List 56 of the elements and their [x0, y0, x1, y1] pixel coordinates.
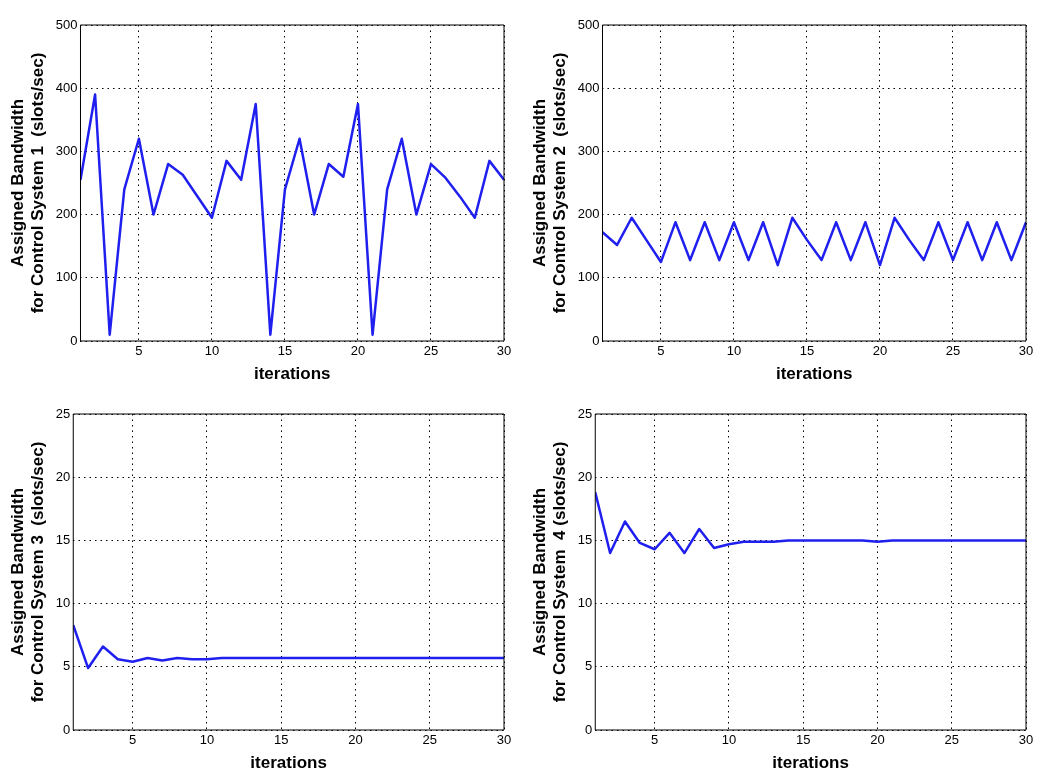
x-tick-label: 10	[199, 732, 215, 748]
y-tick-label: 0	[585, 721, 593, 737]
x-axis-title: iterations	[772, 753, 849, 773]
x-tick-label: 10	[204, 343, 220, 359]
x-tick-label: 25	[422, 732, 437, 748]
y-tick-label: 500	[55, 16, 78, 32]
y-tick-label: 15	[577, 531, 593, 547]
y-tick-label: 25	[55, 405, 71, 421]
x-tick-label: 15	[799, 343, 815, 359]
x-tick-label: 5	[129, 732, 137, 748]
y-tick-label: 0	[63, 721, 71, 737]
x-tick-label: 20	[872, 343, 888, 359]
x-tick-label: 10	[726, 343, 742, 359]
x-tick-label: 20	[870, 732, 885, 748]
y-tick-label: 100	[577, 269, 600, 285]
y-axis-title: Assigned Bandwidth for Control System 2 (slots/sec)	[529, 52, 570, 314]
y-tick-label: 200	[55, 206, 78, 222]
x-tick-label: 15	[795, 732, 811, 748]
x-tick-label: 30	[496, 343, 512, 359]
x-axis-title: iterations	[775, 364, 853, 384]
x-tick-label: 15	[273, 732, 289, 748]
x-tick-label: 25	[423, 343, 439, 359]
y-tick-label: 25	[577, 405, 593, 421]
y-tick-label: 10	[577, 595, 593, 611]
y-tick-label: 100	[55, 269, 78, 285]
x-tick-label: 25	[945, 343, 961, 359]
x-tick-label: 15	[277, 343, 293, 359]
x-tick-label: 30	[1018, 343, 1034, 359]
y-axis-title: Assigned Bandwidth for Control System 3 (slots/sec)	[7, 441, 48, 703]
x-tick-label: 25	[944, 732, 959, 748]
y-tick-label: 15	[55, 531, 71, 547]
y-tick-label: 300	[55, 142, 78, 158]
y-tick-label: 20	[577, 468, 593, 484]
y-tick-label: 300	[577, 142, 600, 158]
y-tick-label: 200	[577, 206, 600, 222]
y-tick-label: 20	[55, 468, 71, 484]
y-tick-label: 10	[55, 595, 71, 611]
y-axis-title: Assigned Bandwidth for Control System 1 (slots/sec)	[7, 52, 48, 314]
x-tick-label: 20	[348, 732, 363, 748]
y-tick-label: 500	[577, 16, 600, 32]
y-tick-label: 0	[70, 332, 78, 348]
x-axis-title: iterations	[250, 753, 327, 773]
y-tick-label: 400	[577, 79, 600, 95]
y-axis-title: Assigned Bandwidth for Control System 4 (slots/sec)	[529, 441, 570, 703]
x-tick-label: 5	[135, 343, 143, 359]
x-tick-label: 30	[1018, 732, 1034, 748]
y-tick-label: 5	[585, 658, 593, 674]
y-tick-label: 5	[63, 658, 71, 674]
x-tick-label: 30	[496, 732, 512, 748]
x-tick-label: 10	[721, 732, 737, 748]
x-tick-label: 5	[651, 732, 659, 748]
y-tick-label: 0	[592, 332, 600, 348]
x-axis-title: iterations	[253, 364, 331, 384]
x-tick-label: 5	[657, 343, 665, 359]
y-tick-label: 400	[55, 79, 78, 95]
x-tick-label: 20	[350, 343, 366, 359]
